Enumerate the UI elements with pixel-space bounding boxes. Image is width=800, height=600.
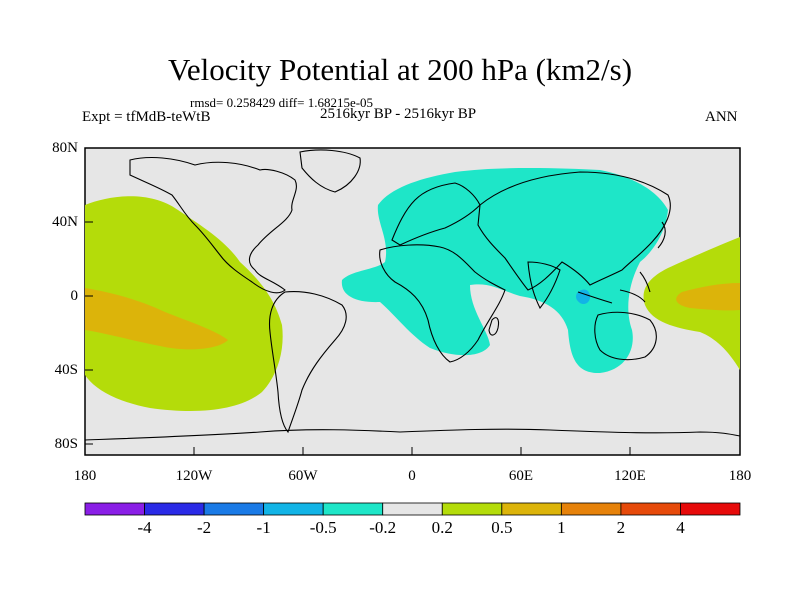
coastline-india xyxy=(527,261,561,310)
colorbar-box xyxy=(84,502,145,516)
positive-anomaly-pacific xyxy=(85,196,283,412)
season-label: ANN xyxy=(705,109,738,125)
colorbar-label: -4 xyxy=(137,518,152,537)
colorbar-label: 4 xyxy=(676,518,685,537)
colorbar-label: -2 xyxy=(196,518,212,537)
axis-ticks xyxy=(84,147,741,455)
colorbar-box xyxy=(382,502,443,516)
coastline-japan xyxy=(657,221,666,249)
coastline-antarctica xyxy=(84,428,741,441)
colorbar-box xyxy=(203,502,265,516)
coastline-north-america xyxy=(129,156,297,294)
lat-label-40s: 40S xyxy=(54,362,78,378)
coastline-africa xyxy=(379,244,506,363)
lon-label-60e: 60E xyxy=(508,468,534,484)
lat-label-40n: 40N xyxy=(52,214,78,230)
colorbar xyxy=(84,502,741,516)
colorbar-box xyxy=(441,502,503,516)
map-title: Velocity Potential at 200 hPa (km2/s) xyxy=(167,52,633,87)
lon-label-180e: 180 xyxy=(728,468,752,484)
positive-core-westpacific xyxy=(676,283,740,311)
coastline-europe xyxy=(391,182,481,246)
lat-label-80n: 80N xyxy=(52,140,78,156)
lat-label-0: 0 xyxy=(70,288,79,304)
colorbar-label: 1 xyxy=(557,518,566,537)
lon-label-0: 0 xyxy=(408,468,416,484)
lon-label-60w: 60W xyxy=(288,468,318,484)
coastline-indonesia xyxy=(577,271,651,304)
period-label: 2516kyr BP - 2516kyr BP xyxy=(320,106,477,122)
experiment-label: Expt = tfMdB-teWtB xyxy=(82,109,211,125)
colorbar-box xyxy=(322,502,384,516)
colorbar-box xyxy=(501,502,562,516)
coastline-south-america xyxy=(268,291,347,434)
lat-label-80s: 80S xyxy=(54,436,78,452)
negative-anomaly-eurasia xyxy=(341,168,668,374)
colorbar-box xyxy=(680,502,741,516)
coastline-australia xyxy=(594,311,657,361)
colorbar-box xyxy=(620,502,681,516)
colorbar-label: 0.2 xyxy=(431,518,453,537)
colorbar-label: 0.5 xyxy=(491,518,513,537)
colorbar-box xyxy=(263,502,324,516)
coastline-asia xyxy=(477,171,671,291)
lon-label-120w: 120W xyxy=(175,468,213,484)
colorbar-box xyxy=(144,502,205,516)
colorbar-label: -0.5 xyxy=(309,518,337,537)
coastline-madagascar xyxy=(488,317,500,336)
negative-core-indonesia xyxy=(576,289,591,305)
coastlines xyxy=(84,149,741,441)
positive-core-pacific xyxy=(85,288,228,350)
colorbar-box xyxy=(560,502,622,516)
coastline-greenland xyxy=(299,149,361,193)
lon-label-120e: 120E xyxy=(614,468,646,484)
colorbar-label: 2 xyxy=(616,518,626,537)
colorbar-label: -0.2 xyxy=(369,518,397,537)
colorbar-label: -1 xyxy=(256,518,271,537)
lon-label-180w: 180 xyxy=(73,468,97,484)
stats-label: rmsd= 0.258429 diff= 1.68215e-05 xyxy=(190,95,374,110)
